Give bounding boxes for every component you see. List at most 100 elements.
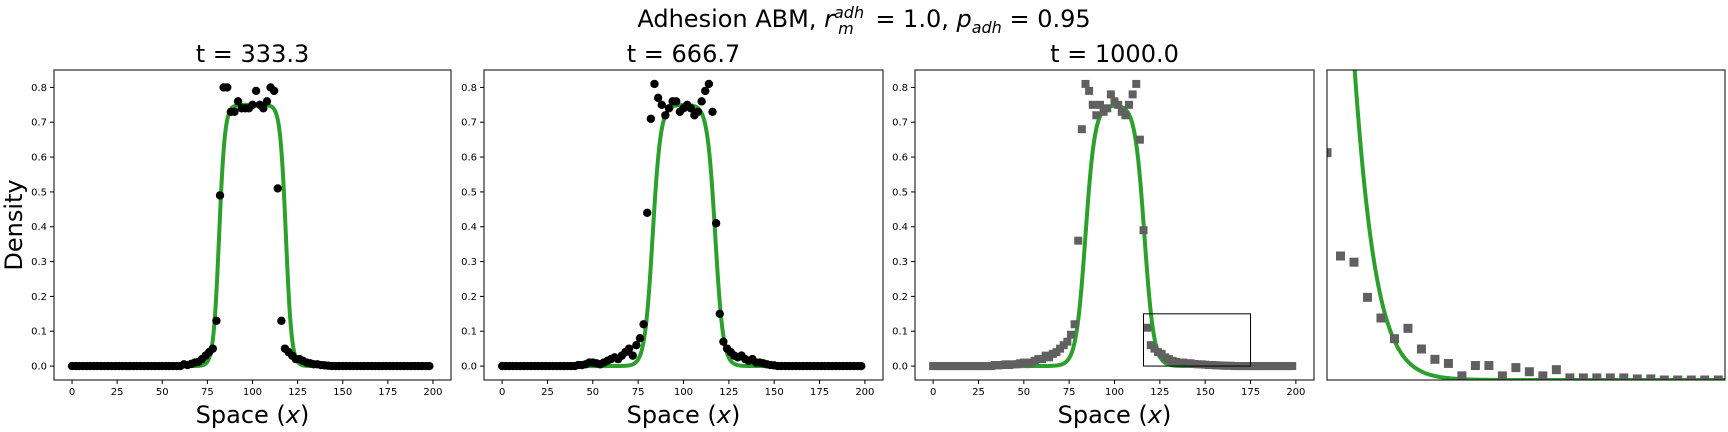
abm-point (1362, 292, 1372, 302)
abm-point (664, 104, 674, 113)
abm-point (857, 361, 866, 371)
abm-point (653, 93, 663, 103)
abm-point (704, 79, 714, 89)
abm-point (646, 114, 656, 123)
panel-data (929, 79, 1298, 371)
abm-point (701, 86, 710, 96)
chart-panel-4 (1326, 69, 1726, 381)
abm-point (1327, 148, 1332, 158)
abm-point (223, 83, 232, 92)
suptitle-p: p (955, 5, 971, 33)
abm-point (624, 344, 634, 353)
abm-point (1121, 111, 1130, 120)
abm-point (1139, 226, 1148, 235)
abm-point (1416, 344, 1426, 354)
x-tick-label: 175 (1241, 387, 1260, 398)
abm-point (269, 86, 279, 96)
x-axis-label-var: x (285, 401, 301, 429)
x-tick-label: 200 (855, 387, 874, 398)
model-line (1352, 70, 1725, 380)
abm-point (643, 208, 652, 218)
abm-point (661, 111, 670, 120)
x-tick-label: 100 (1105, 387, 1124, 398)
suptitle-mid: = 1.0, (868, 5, 957, 33)
panel-data (497, 79, 867, 371)
x-axis-label-var: x (716, 401, 732, 429)
y-tick-label: 0.3 (892, 257, 908, 268)
y-tick-label: 0.4 (892, 222, 908, 233)
abm-point (672, 97, 681, 106)
x-axis-label-close: ) (1162, 401, 1171, 429)
y-tick-label: 0.3 (461, 257, 477, 268)
abm-point (1376, 313, 1386, 323)
x-tick-label: 25 (111, 387, 124, 398)
abm-point (628, 351, 637, 360)
abm-point (1070, 320, 1079, 329)
y-tick-label: 0.8 (892, 83, 908, 94)
abm-point (1077, 125, 1086, 134)
y-tick-label: 0.5 (461, 187, 477, 198)
abm-point (1524, 367, 1534, 377)
y-axis-label: Density (0, 179, 28, 270)
y-tick-label: 0.0 (461, 362, 477, 373)
abm-point (212, 316, 221, 325)
y-tick-label: 0.1 (461, 327, 477, 338)
abm-point (711, 219, 721, 228)
chart-panel-2: t = 666.7 0 25 50 75 100 125 150 175 200 0.0 0.1 0.2… (461, 40, 884, 429)
suptitle-r: r (824, 5, 836, 33)
x-tick-label: 25 (972, 387, 985, 398)
x-tick-label: 0 (69, 387, 75, 398)
chart-panel-3: t = 1000.0 0 25 50 75 100 125 150 175 200 0.0 0.1 0.… (892, 40, 1315, 429)
abm-point (215, 191, 225, 200)
x-tick-label: 175 (378, 387, 397, 398)
figure-suptitle: Adhesion ABM, radh m = 1.0, padh = 0.95 (637, 3, 1090, 38)
abm-point (1659, 375, 1669, 380)
y-tick-label: 0.7 (31, 118, 47, 129)
abm-point (1430, 354, 1440, 364)
y-tick-label: 0.2 (461, 292, 477, 303)
x-tick-label: 50 (586, 387, 599, 398)
x-tick-label: 0 (499, 387, 505, 398)
axes-frame (53, 69, 452, 381)
x-tick-label: 200 (423, 387, 442, 398)
x-tick-label: 25 (541, 387, 554, 398)
axes-frame (483, 69, 884, 381)
abm-point (1484, 361, 1494, 371)
x-axis-label-text: Space ( (196, 401, 286, 429)
y-tick-label: 0.8 (31, 83, 47, 94)
y-tick-label: 0.4 (31, 222, 47, 233)
x-axis-label-close: ) (731, 401, 740, 429)
abm-point (632, 340, 641, 350)
x-tick-label: 75 (1063, 387, 1076, 398)
abm-point (1095, 100, 1104, 109)
abm-point (719, 337, 728, 346)
abm-point (1074, 236, 1083, 245)
x-axis-label: Space (x) (1058, 401, 1172, 429)
abm-point (1103, 104, 1112, 113)
abm-point (1106, 90, 1115, 99)
abm-point (1646, 374, 1656, 380)
abm-point (1125, 100, 1134, 109)
abm-point (1081, 79, 1090, 88)
x-tick-label: 50 (156, 387, 169, 398)
x-tick-label: 125 (288, 387, 307, 398)
abm-point (1135, 135, 1144, 144)
x-tick-label: 50 (1017, 387, 1030, 398)
x-tick-label: 75 (632, 387, 645, 398)
panel-data (1327, 70, 1725, 380)
abm-point (1132, 79, 1141, 88)
x-axis-label-close: ) (300, 401, 309, 429)
axes-frame (914, 69, 1315, 381)
x-tick-label: 150 (765, 387, 784, 398)
abm-point (657, 100, 666, 110)
suptitle-r-sub: m (838, 19, 854, 38)
abm-point (1335, 251, 1345, 261)
y-tick-label: 0.1 (892, 327, 908, 338)
abm-point (1605, 373, 1615, 380)
y-tick-label: 0.2 (892, 292, 908, 303)
abm-point (1686, 375, 1696, 380)
suptitle-end: = 0.95 (1002, 5, 1091, 33)
abm-point (693, 107, 703, 116)
